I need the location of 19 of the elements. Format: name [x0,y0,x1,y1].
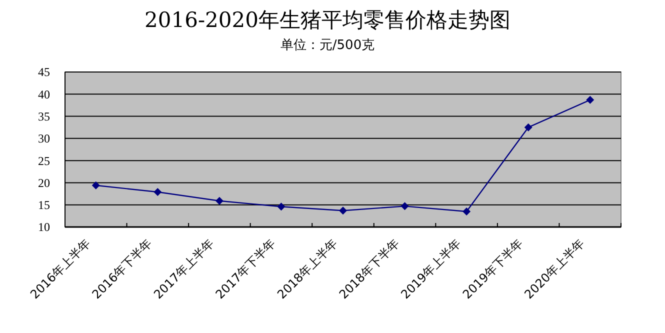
point [277,202,286,211]
y-tick-label: 15 [38,198,50,212]
chart-title: 2016-2020年生猪平均零售价格走势图 [144,8,510,32]
point [462,208,471,216]
point [339,206,347,215]
point [92,181,100,190]
point [400,202,409,210]
y-tick-label: 10 [38,220,50,234]
y-tick-label: 30 [38,132,50,146]
y-tick-label: 20 [38,176,50,190]
point [154,188,162,196]
point [586,96,594,104]
y-tick-label: 40 [38,87,50,102]
chart-subtitle: 单位：元/500克 [280,38,375,53]
y-tick-label: 35 [38,109,50,124]
point [215,196,224,205]
point [524,123,532,132]
y-tick-label: 25 [38,154,50,168]
y-tick-label: 45 [38,65,50,80]
